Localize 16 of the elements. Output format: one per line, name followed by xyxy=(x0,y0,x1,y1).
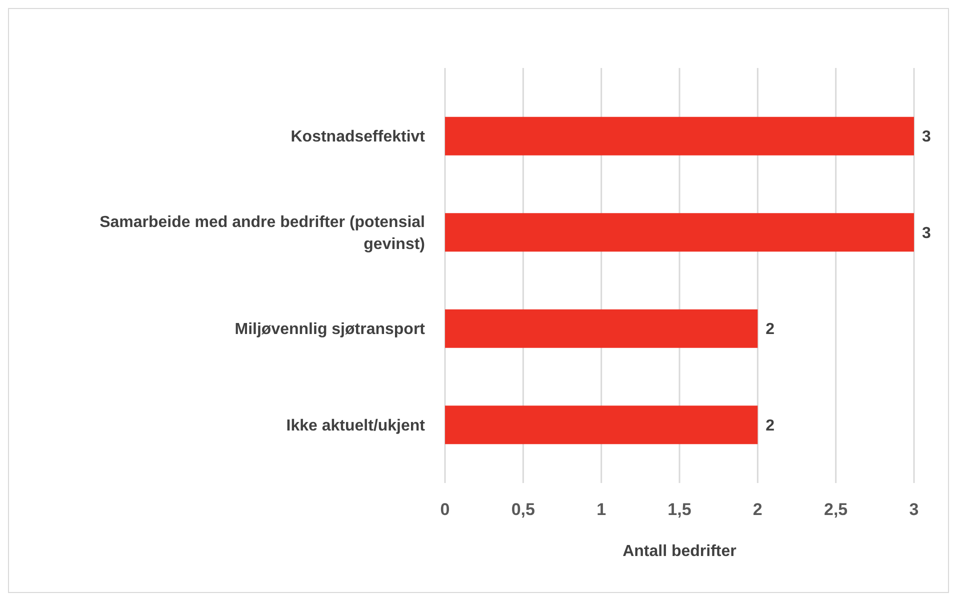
y-tick-label: Ikke aktuelt/ukjent xyxy=(286,417,426,434)
x-tick-label: 3 xyxy=(909,500,919,519)
x-tick-label: 1 xyxy=(596,500,606,519)
y-tick-label: Miljøvennlig sjøtransport xyxy=(234,321,426,338)
y-tick-label: Samarbeide med andre bedrifter (potensial gevinst) xyxy=(100,214,425,253)
data-label: 3 xyxy=(922,224,931,242)
data-label: 2 xyxy=(766,417,775,434)
x-tick-label: 0,5 xyxy=(511,500,535,519)
x-tick-label: 2 xyxy=(752,500,762,519)
x-axis-title: Antall bedrifter xyxy=(622,543,736,560)
x-tick-label: 1,5 xyxy=(668,500,692,519)
data-label: 3 xyxy=(922,128,931,146)
y-tick-label: Kostnadseffektivt xyxy=(290,128,426,146)
data-label: 2 xyxy=(766,321,775,338)
x-tick-label: 2,5 xyxy=(824,500,848,519)
x-tick-label: 0 xyxy=(440,500,450,519)
